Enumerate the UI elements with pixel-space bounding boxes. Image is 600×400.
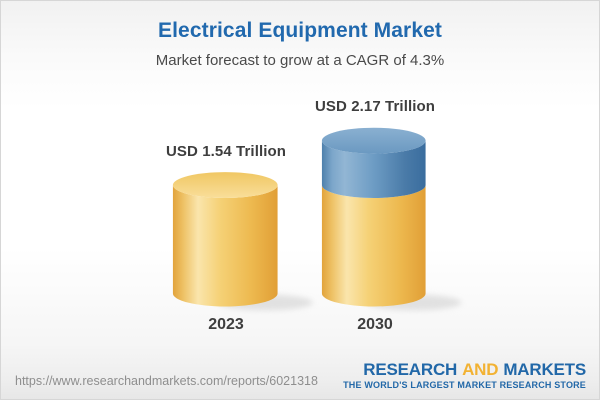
cylinder-growth-segment-2030 <box>321 140 426 198</box>
cylinder-base-segment-2030 <box>321 185 426 307</box>
report-url: https://www.researchandmarkets.com/repor… <box>15 374 318 388</box>
logo-word-research: RESEARCH <box>363 360 458 379</box>
category-label-2030: 2030 <box>357 316 393 333</box>
cylinder-top-2023 <box>172 172 278 198</box>
logo-word-and: AND <box>462 360 499 379</box>
cylinder-top-2030 <box>321 127 426 154</box>
chart-subtitle: Market forecast to grow at a CAGR of 4.3… <box>155 52 445 69</box>
chart-title: Electrical Equipment Market <box>158 19 442 42</box>
cylinder-base-segment-2023 <box>172 185 278 307</box>
value-label-2023: USD 1.54 Trillion <box>165 142 287 160</box>
logo-wordmark: RESEARCH AND MARKETS <box>343 361 586 378</box>
value-label-2030: USD 2.17 Trillion <box>314 98 436 116</box>
research-and-markets-logo: RESEARCH AND MARKETS THE WORLD'S LARGEST M… <box>343 361 586 390</box>
category-label-2023: 2023 <box>208 316 244 333</box>
logo-tagline: THE WORLD'S LARGEST MARKET RESEARCH STOR… <box>343 380 586 390</box>
logo-word-markets: MARKETS <box>503 360 586 379</box>
